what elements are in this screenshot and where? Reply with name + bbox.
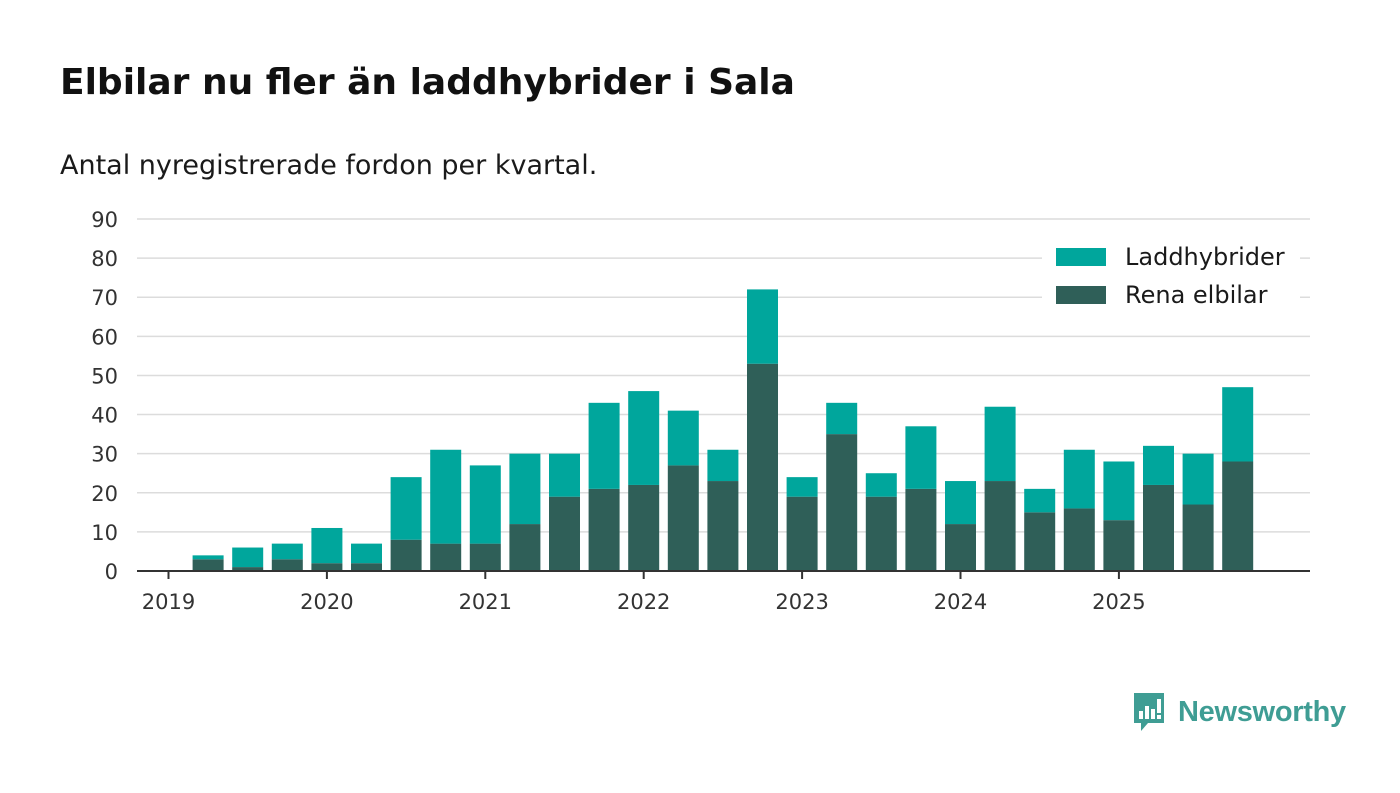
bar-rena-elbilar (747, 363, 778, 571)
newsworthy-logo: Newsworthy (1132, 690, 1346, 734)
bar-rena-elbilar (311, 563, 343, 571)
x-tick-label: 2023 (775, 590, 828, 614)
bar-laddhybrider (1222, 387, 1254, 462)
legend-swatch (1056, 248, 1106, 266)
bar-rena-elbilar (351, 563, 382, 571)
y-tick-label: 90 (91, 208, 118, 232)
bar-laddhybrider (945, 481, 976, 525)
bar-laddhybrider (469, 465, 501, 544)
bar-rena-elbilar (549, 496, 580, 571)
bar-laddhybrider (430, 449, 462, 544)
newsworthy-chart-bubble-icon (1134, 693, 1164, 731)
x-tick-label: 2019 (142, 590, 195, 614)
bar-rena-elbilar (1222, 461, 1254, 571)
bar-rena-elbilar (628, 484, 660, 571)
y-tick-label: 60 (91, 325, 118, 349)
y-tick-label: 20 (91, 482, 118, 506)
bar-laddhybrider (1063, 449, 1095, 509)
bar-laddhybrider (826, 402, 858, 435)
legend-swatch (1056, 286, 1106, 304)
bar-laddhybrider (1143, 445, 1174, 485)
brand-name: Newsworthy (1178, 695, 1346, 728)
bar-rena-elbilar (232, 567, 264, 571)
y-tick-label: 30 (91, 443, 118, 467)
bar-laddhybrider (628, 391, 660, 485)
bar-rena-elbilar (1024, 512, 1056, 571)
bar-rena-elbilar (826, 434, 858, 571)
chart-subtitle: Antal nyregistrerade fordon per kvartal. (60, 150, 598, 181)
bar-rena-elbilar (588, 488, 620, 571)
bar-laddhybrider (192, 555, 224, 560)
bar-rena-elbilar (509, 524, 541, 571)
bar-rena-elbilar (1063, 508, 1095, 571)
y-tick-label: 80 (91, 247, 118, 271)
bar-rena-elbilar (469, 543, 501, 571)
bar-laddhybrider (786, 477, 818, 497)
y-tick-label: 70 (91, 286, 118, 310)
y-tick-label: 50 (91, 364, 118, 388)
bar-rena-elbilar (945, 524, 976, 571)
bar-laddhybrider (984, 406, 1016, 482)
x-tick-label: 2025 (1092, 590, 1145, 614)
legend-label: Rena elbilar (1125, 281, 1268, 309)
bar-rena-elbilar (192, 559, 224, 571)
y-tick-label: 40 (91, 404, 118, 428)
bar-laddhybrider (311, 527, 343, 564)
bar-rena-elbilar (430, 543, 462, 571)
chart-title: Elbilar nu fler än laddhybrider i Sala (60, 62, 795, 103)
bar-laddhybrider (509, 453, 541, 525)
bar-laddhybrider (707, 449, 739, 482)
bar-laddhybrider (1024, 488, 1056, 513)
bar-laddhybrider (865, 473, 897, 497)
bar-laddhybrider (232, 547, 264, 568)
bar-rena-elbilar (667, 465, 699, 571)
bar-laddhybrider (905, 426, 937, 489)
bar-rena-elbilar (786, 496, 818, 571)
bar-rena-elbilar (984, 481, 1016, 571)
bar-laddhybrider (549, 453, 580, 497)
x-tick-label: 2020 (300, 590, 353, 614)
bar-rena-elbilar (1143, 484, 1174, 571)
bar-rena-elbilar (271, 559, 303, 571)
x-tick-label: 2022 (617, 590, 670, 614)
legend-label: Laddhybrider (1125, 243, 1285, 271)
y-tick-label: 0 (105, 560, 118, 584)
bar-laddhybrider (1182, 453, 1214, 505)
bar-rena-elbilar (707, 481, 739, 571)
y-tick-label: 10 (91, 521, 118, 545)
bar-rena-elbilar (865, 496, 897, 571)
bar-laddhybrider (667, 410, 699, 466)
bar-rena-elbilar (905, 488, 937, 571)
bar-laddhybrider (351, 543, 382, 564)
bar-laddhybrider (271, 543, 303, 560)
x-tick-label: 2024 (934, 590, 987, 614)
bar-rena-elbilar (1103, 520, 1135, 571)
bar-laddhybrider (390, 477, 422, 540)
x-tick-label: 2021 (459, 590, 512, 614)
bar-rena-elbilar (1182, 504, 1214, 571)
bar-laddhybrider (747, 289, 778, 364)
bar-laddhybrider (588, 402, 620, 489)
bar-laddhybrider (1103, 461, 1135, 521)
bar-rena-elbilar (390, 539, 422, 571)
